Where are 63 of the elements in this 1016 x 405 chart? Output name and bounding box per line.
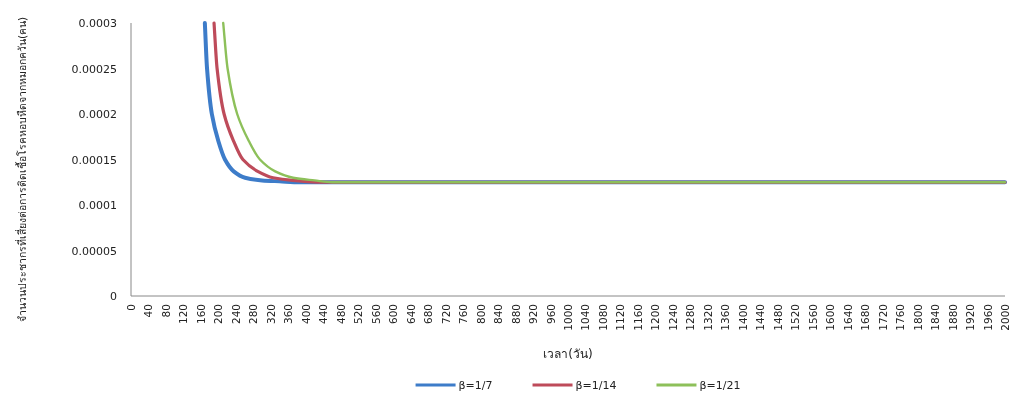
- legend-label: β=1/7: [458, 379, 493, 392]
- x-tick-label: 1680: [859, 304, 872, 331]
- x-tick-label: 640: [404, 304, 417, 325]
- x-tick-label: 1920: [964, 304, 977, 331]
- x-tick-label: 120: [177, 304, 190, 325]
- x-tick-label: 1120: [614, 304, 627, 331]
- y-tick-label: 0.00025: [71, 62, 117, 76]
- x-tick-label: 1360: [719, 304, 732, 331]
- x-tick-label: 840: [492, 304, 505, 325]
- x-tick-label: 1560: [806, 304, 819, 331]
- x-tick-label: 1080: [596, 304, 609, 331]
- y-tick-label: 0.00015: [71, 153, 117, 167]
- x-tick-label: 1440: [754, 304, 767, 331]
- y-tick-label: 0: [110, 290, 117, 303]
- x-tick-label: 1760: [894, 304, 907, 331]
- x-tick-label: 760: [457, 304, 470, 325]
- x-tick-label: 1320: [701, 304, 714, 331]
- x-tick-label: 400: [299, 304, 312, 325]
- x-tick-label: 160: [194, 304, 207, 325]
- y-tick-label: 0.0001: [78, 199, 117, 212]
- x-tick-label: 1880: [946, 304, 959, 331]
- x-tick-label: 480: [334, 304, 347, 325]
- x-tick-label: 600: [387, 304, 400, 325]
- y-axis-title: จำนวนประชากรที่เสี่ยงต่อการติดเชื้อโรคหอบหืดจากหมอกควัน(คน): [15, 16, 28, 323]
- x-tick-label: 2000: [999, 304, 1011, 331]
- x-tick-label: 1600: [824, 304, 837, 331]
- x-tick-label: 560: [369, 304, 382, 325]
- x-tick-label: 680: [422, 304, 435, 325]
- x-tick-label: 1400: [736, 304, 749, 331]
- x-tick-label: 1280: [684, 304, 697, 331]
- x-tick-label: 1160: [631, 304, 644, 331]
- y-tick-label: 0.0003: [78, 17, 117, 30]
- x-tick-label: 1520: [789, 304, 802, 331]
- x-tick-label: 200: [212, 304, 225, 325]
- x-tick-label: 920: [527, 304, 540, 325]
- x-tick-label: 720: [439, 304, 452, 325]
- x-tick-label: 1000: [562, 304, 574, 331]
- x-tick-label: 80: [159, 304, 172, 318]
- x-tick-label: 1640: [841, 304, 854, 331]
- x-tick-label: 880: [509, 304, 522, 325]
- x-tick-label: 440: [317, 304, 330, 325]
- x-tick-label: 960: [544, 304, 557, 325]
- x-tick-label: 800: [474, 304, 487, 325]
- x-tick-label: 1800: [911, 304, 924, 331]
- x-tick-label: 1040: [579, 304, 592, 331]
- x-tick-label: 40: [142, 304, 155, 318]
- x-tick-label: 280: [247, 304, 260, 325]
- x-tick-label: 320: [264, 304, 277, 325]
- x-tick-label: 1200: [649, 304, 662, 331]
- x-tick-label: 1840: [929, 304, 942, 331]
- x-tick-label: 1240: [666, 304, 679, 331]
- x-tick-label: 1720: [876, 304, 889, 331]
- legend-label: β=1/14: [575, 379, 617, 392]
- x-tick-label: 240: [229, 304, 242, 325]
- x-axis-title: เวลา(วัน): [543, 347, 593, 361]
- x-tick-label: 1960: [981, 304, 994, 331]
- x-tick-label: 0: [125, 304, 137, 311]
- x-tick-label: 520: [352, 304, 365, 325]
- y-tick-label: 0.0002: [78, 108, 117, 121]
- x-tick-label: 1480: [771, 304, 784, 331]
- x-tick-label: 360: [282, 304, 295, 325]
- legend-label: β=1/21: [699, 379, 741, 392]
- y-tick-label: 0.00005: [71, 244, 117, 258]
